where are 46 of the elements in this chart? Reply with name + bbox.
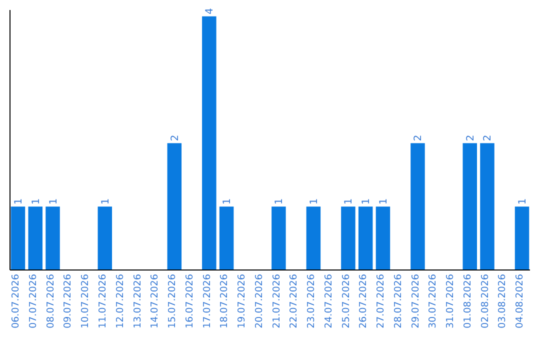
x-tick-label: 27.07.2026 bbox=[376, 274, 387, 328]
x-tick-label: 12.07.2026 bbox=[114, 274, 126, 328]
x-tick-label: 26.07.2026 bbox=[358, 274, 370, 328]
data-label: 1 bbox=[308, 198, 320, 205]
data-label: 4 bbox=[204, 8, 216, 14]
data-label: 1 bbox=[13, 198, 24, 205]
x-tick-label: 02.08.2026 bbox=[480, 274, 491, 328]
x-tick-label: 01.08.2026 bbox=[462, 274, 474, 328]
x-tick-label: 04.08.2026 bbox=[514, 274, 526, 328]
x-tick-label: 22.07.2026 bbox=[288, 274, 300, 328]
x-tick-label: 23.07.2026 bbox=[306, 274, 318, 328]
x-tick-label: 09.07.2026 bbox=[62, 274, 74, 328]
x-tick-label: 06.07.2026 bbox=[10, 274, 22, 328]
data-label: 1 bbox=[274, 198, 286, 205]
x-tick-label: 29.07.2026 bbox=[410, 274, 422, 328]
x-tick-label: 18.07.2026 bbox=[219, 274, 230, 328]
data-label: 1 bbox=[361, 198, 372, 205]
x-tick-label: 13.07.2026 bbox=[132, 274, 144, 328]
data-label: 1 bbox=[518, 198, 529, 205]
x-tick-label: 07.07.2026 bbox=[28, 274, 39, 328]
data-label: 1 bbox=[30, 198, 42, 205]
data-label: 2 bbox=[482, 134, 494, 142]
data-label: 1 bbox=[344, 198, 355, 205]
x-tick-label: 15.07.2026 bbox=[167, 274, 178, 328]
x-tick-label: 20.07.2026 bbox=[254, 274, 265, 328]
x-tick-label: 17.07.2026 bbox=[202, 274, 213, 328]
x-tick-label: 11.07.2026 bbox=[97, 274, 108, 328]
x-tick-label: 10.07.2026 bbox=[80, 274, 92, 328]
x-tick-label: 21.07.2026 bbox=[271, 274, 282, 328]
x-tick-label: 19.07.2026 bbox=[236, 274, 248, 328]
x-tick-label: 14.07.2026 bbox=[150, 274, 161, 328]
data-label: 1 bbox=[378, 198, 390, 205]
x-tick-label: 31.07.2026 bbox=[445, 274, 456, 328]
x-tick-label: 24.07.2026 bbox=[323, 274, 334, 328]
x-tick-label: 30.07.2026 bbox=[428, 274, 439, 328]
data-label: 1 bbox=[48, 198, 60, 205]
x-tick-label: 03.08.2026 bbox=[497, 274, 508, 328]
data-label: 1 bbox=[222, 198, 234, 205]
data-label: 2 bbox=[413, 134, 424, 142]
x-tick-label: 28.07.2026 bbox=[392, 274, 404, 328]
data-label: 1 bbox=[100, 198, 112, 205]
x-tick-label: 25.07.2026 bbox=[340, 274, 352, 328]
data-label: 2 bbox=[170, 134, 181, 142]
x-tick-label: 16.07.2026 bbox=[184, 274, 196, 328]
data-label: 2 bbox=[465, 134, 476, 142]
x-tick-label: 08.07.2026 bbox=[45, 274, 56, 328]
